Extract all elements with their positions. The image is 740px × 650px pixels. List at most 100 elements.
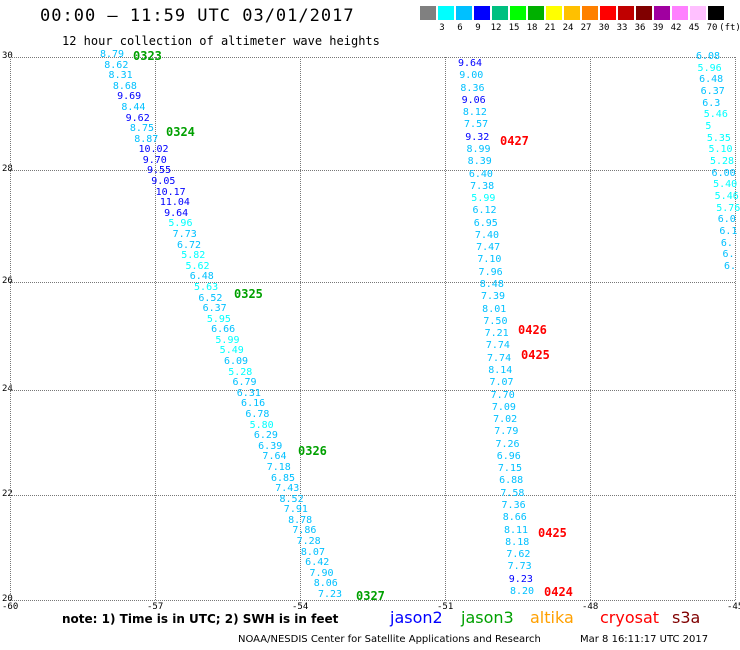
wave-height-value: 5.80 <box>249 419 274 431</box>
wave-height-value: 8.06 <box>313 578 338 590</box>
wave-height-value: 5.46 <box>703 109 728 121</box>
grid-line <box>590 57 591 600</box>
wave-height-value: 7.74 <box>485 340 510 352</box>
wave-height-value: 10.02 <box>138 144 169 156</box>
wave-height-value: 7.15 <box>497 463 522 475</box>
wave-height-value: 7.90 <box>309 567 334 579</box>
latitude-label: 20 <box>2 594 13 604</box>
wave-height-value: 7.64 <box>262 451 287 463</box>
wave-height-value: 7.23 <box>318 589 343 600</box>
wave-height-value: 8.99 <box>466 143 491 155</box>
scale-label: 3 <box>439 23 445 33</box>
wave-height-value: 8.52 <box>279 493 304 505</box>
scale-swatch <box>420 6 436 20</box>
wave-height-value: 7.73 <box>507 561 532 573</box>
scale-swatch <box>708 6 724 20</box>
pass-time-label: 0327 <box>356 589 385 603</box>
wave-height-value: 7.02 <box>493 414 518 426</box>
timestamp: Mar 8 16:11:17 UTC 2017 <box>580 634 709 645</box>
longitude-label: -45 <box>727 602 740 612</box>
grid-line <box>10 57 735 58</box>
wave-height-value: 5.99 <box>215 334 240 346</box>
wave-height-value: 6.48 <box>189 271 214 283</box>
scale-swatch <box>438 6 454 20</box>
wave-height-value: 9.55 <box>147 165 172 177</box>
satellite-legend-s3a: s3a <box>672 608 701 627</box>
grid-line <box>10 170 735 171</box>
wave-height-value: 7.47 <box>476 242 501 254</box>
pass-time-label: 0426 <box>518 323 547 337</box>
wave-height-value: 5.76 <box>716 202 740 214</box>
wave-height-value: 9.62 <box>125 112 150 124</box>
wave-height-value: 6.72 <box>176 239 202 251</box>
scale-swatch <box>564 6 580 20</box>
wave-height-value: 6.12 <box>472 205 497 217</box>
wave-height-value: 6.52 <box>198 292 223 304</box>
wave-height-value: 8.87 <box>134 133 159 145</box>
wave-height-value: 8.20 <box>510 586 535 597</box>
scale-label: 33 <box>616 23 628 33</box>
wave-height-value: 5.63 <box>194 281 219 293</box>
wave-height-value: 5.10 <box>708 144 733 156</box>
scale-swatch <box>546 6 562 20</box>
wave-height-value: 7.28 <box>296 536 321 548</box>
wave-height-value: 9.23 <box>508 573 533 585</box>
wave-height-value: 8.66 <box>502 512 527 524</box>
wave-height-value: 7.38 <box>470 180 495 192</box>
scale-label: 21 <box>544 23 556 33</box>
scale-swatch <box>510 6 526 20</box>
grid-line <box>10 390 735 391</box>
scale-label: 12 <box>490 23 502 33</box>
wave-height-value: 8.18 <box>505 536 530 548</box>
wave-height-value: 6.29 <box>253 430 278 442</box>
wave-height-value: 6.1 <box>719 226 738 237</box>
wave-height-value: 9.64 <box>458 58 483 69</box>
scale-swatch <box>582 6 598 20</box>
wave-height-value: 6.88 <box>499 475 524 487</box>
wave-height-value: 6.78 <box>245 409 270 420</box>
grid-line <box>10 495 735 496</box>
satellite-legend-altika: altika <box>530 608 574 627</box>
wave-height-value: 5.28 <box>228 366 253 378</box>
wave-height-value: 7.10 <box>477 254 502 266</box>
wave-height-value: 6.40 <box>468 168 493 180</box>
wave-height-value: 11.04 <box>159 197 190 209</box>
pass-time-label: 0325 <box>234 287 263 301</box>
scale-label: 9 <box>475 23 481 33</box>
footnote: note: 1) Time is in UTC; 2) SWH is in fe… <box>62 612 339 626</box>
scale-swatch <box>618 6 634 20</box>
wave-height-value: 6.79 <box>232 377 257 389</box>
wave-height-value: 7.18 <box>266 461 291 473</box>
wave-height-value: 5.82 <box>181 250 206 262</box>
wave-height-value: 8.36 <box>460 82 485 94</box>
scale-label: 30 <box>598 23 610 33</box>
scale-label: 27 <box>580 23 592 33</box>
wave-height-value: 8.01 <box>482 303 507 315</box>
wave-height-value: 8.79 <box>100 49 125 60</box>
scale-swatch <box>672 6 688 20</box>
wave-height-value: 7.09 <box>491 401 516 413</box>
wave-height-value: 7.79 <box>494 426 519 438</box>
wave-height-value: 7.74 <box>487 352 512 364</box>
wave-height-value: 5.99 <box>471 193 496 205</box>
grid-line <box>10 282 735 283</box>
scale-swatch <box>636 6 652 20</box>
wave-height-value: 5.62 <box>185 260 210 272</box>
wave-height-value: 8.11 <box>503 524 529 536</box>
wave-height-value: 10.17 <box>155 186 186 198</box>
pass-time-label: 0424 <box>544 585 573 599</box>
wave-height-value: 7.58 <box>500 487 525 499</box>
scale-label: 15 <box>508 23 520 33</box>
wave-height-value: 8.44 <box>121 101 146 113</box>
scale-label: 45 <box>688 23 700 33</box>
scale-label: (ft) <box>719 23 740 33</box>
wave-height-value: 7.26 <box>495 438 520 450</box>
wave-height-value: 7.40 <box>474 229 500 241</box>
latitude-label: 26 <box>2 276 13 286</box>
wave-height-value: 6.16 <box>241 398 266 410</box>
wave-height-value: 7.70 <box>490 389 515 401</box>
wave-height-value: 5.35 <box>706 132 731 144</box>
wave-height-value: 5 <box>705 121 712 132</box>
longitude-label: -57 <box>147 602 164 612</box>
wave-height-value: 5.46 <box>714 191 739 202</box>
